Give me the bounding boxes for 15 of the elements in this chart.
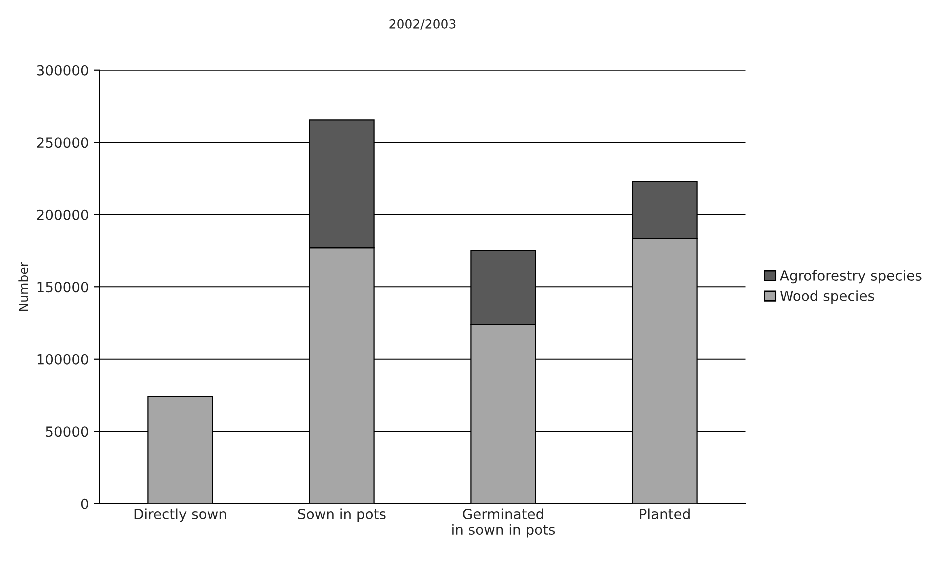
- y-tick-label: 150000: [38, 282, 88, 293]
- x-tick-label: Sown in pots: [298, 508, 386, 522]
- chart-title: 2002/2003: [390, 19, 456, 30]
- x-tick-label: Germinated in sown in pots: [452, 508, 556, 538]
- y-axis-title: Number: [18, 262, 28, 312]
- y-tick-label: 0: [81, 498, 88, 510]
- y-tick-label: 100000: [38, 354, 88, 365]
- legend-label: Wood species: [780, 290, 874, 304]
- legend-label: Agroforestry species: [780, 270, 922, 284]
- x-tick-label: Directly sown: [134, 508, 226, 522]
- y-tick-label: 300000: [37, 65, 88, 76]
- y-tick-label: 200000: [37, 210, 88, 220]
- y-tick-label: 50000: [46, 426, 88, 438]
- x-tick-label: Planted: [640, 508, 690, 520]
- y-tick-label: 250000: [37, 138, 88, 148]
